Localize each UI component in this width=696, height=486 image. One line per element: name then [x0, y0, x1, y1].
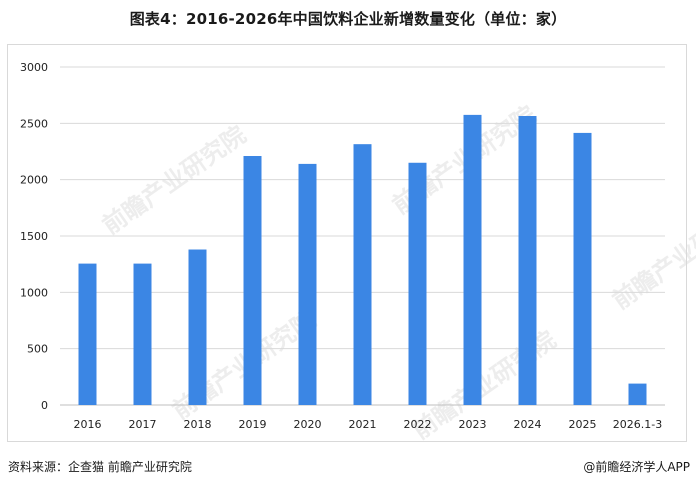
y-tick-label: 1500	[20, 230, 48, 243]
x-tick-label: 2026.1-3	[613, 418, 662, 431]
x-axis-ticks: 2016 2017 2018 2019 2020 2021 2022 2023 2024 2025…	[74, 418, 663, 431]
watermark-text: 前瞻产业研究院	[607, 196, 696, 315]
bar-2020	[298, 163, 317, 405]
x-tick-label: 2024	[514, 418, 542, 431]
bar-2025	[573, 132, 592, 405]
credit-note: @前瞻经济学人APP	[583, 460, 690, 474]
x-tick-label: 2025	[569, 418, 597, 431]
bar-2018	[188, 249, 207, 405]
y-tick-label: 1000	[20, 286, 48, 299]
bar-2017	[133, 263, 152, 405]
bar-2022	[408, 162, 427, 405]
x-tick-label: 2020	[294, 418, 322, 431]
x-tick-label: 2022	[404, 418, 432, 431]
bar-2016	[78, 263, 97, 405]
source-note: 资料来源：企查猫 前瞻产业研究院	[8, 460, 192, 474]
x-tick-label: 2018	[184, 418, 212, 431]
bars-layer	[78, 114, 647, 405]
x-tick-label: 2016	[74, 418, 102, 431]
x-tick-label: 2021	[349, 418, 377, 431]
watermark-text: 前瞻产业研究院	[97, 121, 251, 240]
y-axis-ticks: 0 500 1000 1500 2000 2500 3000	[20, 61, 48, 412]
bar-2026.1-3	[628, 383, 647, 405]
bar-2023	[463, 114, 482, 405]
chart-title: 图表4：2016-2026年中国饮料企业新增数量变化（单位：家）	[129, 10, 567, 28]
x-tick-label: 2017	[129, 418, 157, 431]
y-tick-label: 0	[41, 399, 48, 412]
bar-2024	[518, 116, 537, 405]
y-tick-label: 2000	[20, 174, 48, 187]
y-tick-label: 500	[27, 343, 48, 356]
y-tick-label: 2500	[20, 117, 48, 130]
y-tick-label: 3000	[20, 61, 48, 74]
x-tick-label: 2023	[459, 418, 487, 431]
bar-2019	[243, 156, 262, 405]
x-tick-label: 2019	[239, 418, 267, 431]
bar-2021	[353, 144, 372, 405]
watermark-layer: 前瞻产业研究院前瞻产业研究院前瞻产业研究院前瞻产业研究院前瞻产业研究院	[97, 101, 696, 445]
